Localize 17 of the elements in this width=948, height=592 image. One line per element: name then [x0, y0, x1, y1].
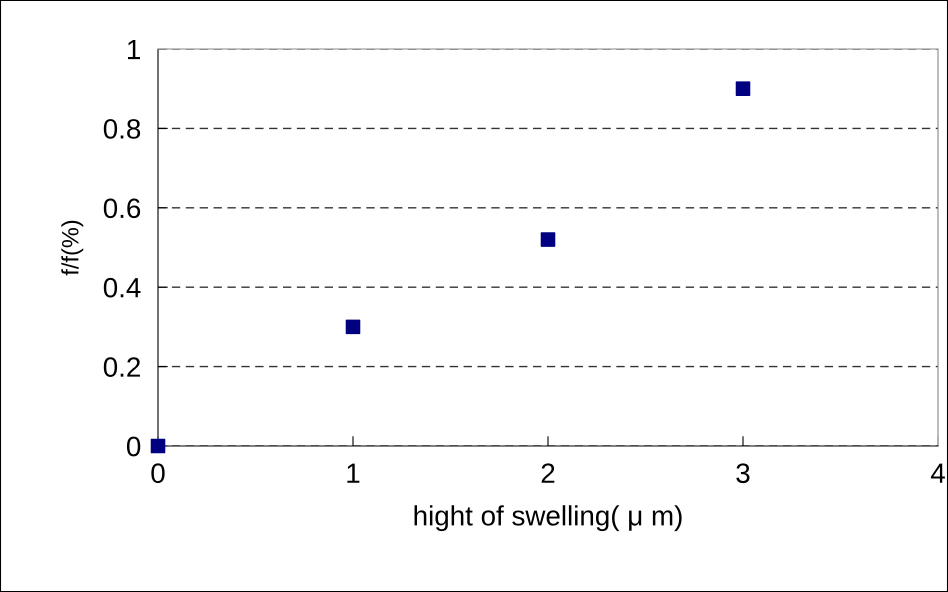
point: [540, 232, 556, 247]
x-axis-title: hight of swelling( μ m): [414, 505, 682, 532]
point: [736, 81, 750, 96]
y-axis-title: f/f(%): [61, 220, 84, 276]
y-tick-label: 0.6: [104, 198, 140, 218]
y-tick-label: 0.4: [104, 278, 141, 298]
x-tick-label: 4: [930, 464, 945, 483]
point: [346, 320, 360, 334]
x-tick-label: 1: [347, 464, 360, 483]
y-tick-label: 1: [128, 40, 140, 60]
x-tick-label: 3: [736, 463, 750, 484]
y-tick-label: 0: [126, 436, 140, 456]
y-tick-label: 0.8: [104, 119, 140, 139]
point: [150, 438, 166, 454]
y-tick-label: 0.2: [104, 357, 140, 377]
x-tick-label: 2: [542, 463, 554, 483]
x-tick-label: 0: [151, 463, 165, 484]
